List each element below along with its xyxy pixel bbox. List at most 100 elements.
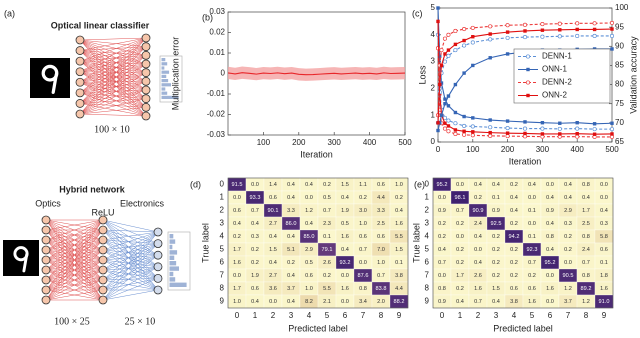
cell-label: 0.3 — [564, 221, 572, 227]
cell-label: 0.0 — [564, 260, 572, 266]
cell-label: 0.0 — [359, 260, 367, 266]
marker — [436, 20, 439, 23]
legend-label: ONN-1 — [542, 65, 567, 74]
y2-tick-label: 95 — [615, 22, 624, 31]
output-bar — [170, 256, 175, 260]
marker — [593, 122, 596, 125]
cell-label: 0.0 — [546, 182, 554, 188]
marker — [523, 120, 526, 123]
connection — [80, 90, 146, 103]
x-tick-label: 300 — [328, 138, 342, 147]
neuron — [99, 246, 107, 254]
cell-label: 2.3 — [323, 221, 331, 227]
cell-label: 1.6 — [341, 234, 349, 240]
cell-label: 0.6 — [528, 286, 536, 292]
cell-label: 1.4 — [269, 182, 277, 188]
marker — [541, 35, 544, 38]
marker — [443, 102, 446, 105]
neuron — [76, 36, 84, 44]
marker — [558, 127, 561, 130]
y-tick-label: 0 — [220, 180, 225, 189]
cell-label: 0.4 — [341, 247, 349, 253]
cell-label: 0.0 — [474, 247, 482, 253]
cell-label: 0.4 — [474, 234, 482, 240]
marker — [558, 22, 561, 25]
x-tick-label: 200 — [501, 145, 515, 154]
cell-label: 2.5 — [377, 221, 385, 227]
cell-label: 0.2 — [323, 273, 331, 279]
cell-label: 0.2 — [323, 182, 331, 188]
x-tick-label: 100 — [466, 145, 480, 154]
y-tick-label: -0.01 — [207, 89, 226, 98]
neuron — [76, 78, 84, 86]
cell-label: 0.1 — [395, 260, 403, 266]
y-tick-label: 4 — [425, 232, 430, 241]
neuron — [99, 266, 107, 274]
neuron — [42, 266, 50, 274]
cell-label: 0.3 — [251, 234, 259, 240]
marker — [523, 127, 526, 130]
cell-label: 87.6 — [358, 273, 369, 279]
cell-label: 0.9 — [492, 208, 500, 214]
cell-label: 1.6 — [233, 260, 241, 266]
neuron — [142, 77, 150, 85]
marker — [454, 48, 457, 51]
marker — [593, 127, 596, 130]
marker — [462, 115, 465, 118]
cell-label: 93.2 — [340, 260, 351, 266]
cell-label: 0.4 — [287, 234, 295, 240]
cell-label: 1.5 — [492, 286, 500, 292]
cell-label: 5.5 — [323, 286, 331, 292]
y-tick-label: 9 — [220, 297, 225, 306]
cell-label: 0.6 — [359, 234, 367, 240]
marker — [462, 39, 465, 42]
cell-label: 89.2 — [581, 286, 592, 292]
x-tick-label: 200 — [292, 138, 306, 147]
cell-label: 0.0 — [305, 195, 313, 201]
cell-label: 1.2 — [582, 299, 590, 305]
cell-label: 0.7 — [359, 247, 367, 253]
cell-label: 0.4 — [510, 208, 518, 214]
cell-label: 0.7 — [323, 208, 331, 214]
cell-label: 0.2 — [492, 260, 500, 266]
marker — [454, 29, 457, 32]
neuron — [142, 60, 150, 68]
cell-label: 3.7 — [564, 299, 572, 305]
cell-label: 0.6 — [269, 195, 277, 201]
cell-label: 0.2 — [474, 195, 482, 201]
marker — [443, 60, 446, 63]
panel-label: (c) — [412, 8, 423, 18]
neuron — [154, 263, 162, 271]
cell-label: 1.2 — [564, 286, 572, 292]
output-bar — [170, 245, 173, 249]
marker — [454, 83, 457, 86]
cell-label: 0.4 — [305, 221, 313, 227]
cell-label: 0.4 — [269, 234, 277, 240]
cell-label: 1.9 — [251, 273, 259, 279]
cell-label: 83.8 — [376, 286, 387, 292]
y-tick-label: 7 — [425, 271, 430, 280]
cell-label: 2.6 — [474, 273, 482, 279]
cell-label: 3.8 — [395, 273, 403, 279]
marker — [489, 25, 492, 28]
marker — [471, 116, 474, 119]
cell-label: 92.3 — [527, 247, 538, 253]
cell-label: 88.2 — [394, 299, 405, 305]
y-tick-label: 3 — [431, 57, 436, 66]
marker — [436, 121, 439, 124]
cell-label: 0.1 — [528, 208, 536, 214]
cell-label: 0.6 — [510, 286, 518, 292]
cell-label: 0.2 — [287, 260, 295, 266]
cell-label: 2.9 — [305, 247, 313, 253]
marker — [447, 33, 450, 36]
marker — [443, 37, 446, 40]
x-tick-label: 4 — [512, 311, 517, 320]
cell-label: 0.0 — [341, 273, 349, 279]
cell-label: 1.5 — [341, 182, 349, 188]
marker — [440, 64, 443, 67]
marker — [576, 22, 579, 25]
neuron — [142, 51, 150, 59]
cell-label: 1.1 — [359, 182, 367, 188]
cell-label: 98.1 — [455, 195, 466, 201]
marker — [610, 47, 613, 50]
